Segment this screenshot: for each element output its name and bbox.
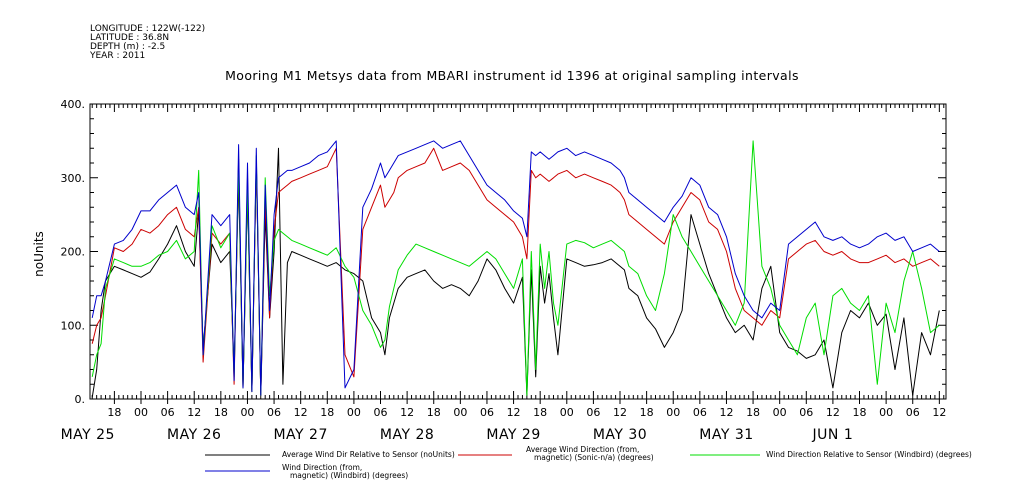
- x-hour-label: 12: [719, 406, 733, 419]
- x-hour-label: 18: [320, 406, 334, 419]
- x-day-label: MAY 25: [61, 427, 115, 443]
- longitude-label: LONGITUDE : 122W(-122): [90, 24, 205, 34]
- legend-label-2: Average Wind Direction (from,: [526, 445, 639, 454]
- legend-label-4-line2: magnetic) (Windbird) (degrees): [290, 471, 408, 480]
- x-hour-label: 18: [853, 406, 867, 419]
- depth-label: DEPTH (m) : -2.5: [90, 42, 165, 52]
- x-hour-label: 12: [400, 406, 414, 419]
- x-hour-label: 12: [613, 406, 627, 419]
- x-hour-label: 00: [773, 406, 787, 419]
- x-hour-label: 06: [799, 406, 813, 419]
- x-hour-label: 12: [294, 406, 308, 419]
- x-hour-label: 00: [347, 406, 361, 419]
- x-hour-label: 00: [134, 406, 148, 419]
- axis-ticks: [90, 103, 946, 404]
- x-day-label: MAY 28: [380, 427, 434, 443]
- x-day-label: MAY 29: [486, 427, 540, 443]
- legend-label-2-line2: magnetic) (Sonic-n/a) (degrees): [534, 453, 654, 462]
- x-day-label: JUN 1: [812, 427, 854, 443]
- plot-frame: [89, 103, 947, 400]
- series-lines: [91, 140, 940, 398]
- x-day-labels: MAY 25 MAY 26 MAY 27 MAY 28 MAY 29 MAY 30 MAY …: [61, 427, 854, 443]
- x-hour-label: 06: [480, 406, 494, 419]
- x-hour-label: 18: [107, 406, 121, 419]
- x-hour-label: 12: [826, 406, 840, 419]
- y-axis-label: noUnits: [32, 231, 46, 277]
- series-line-4: [91, 140, 940, 396]
- x-hour-label: 18: [533, 406, 547, 419]
- x-hour-label: 18: [427, 406, 441, 419]
- y-tick-label: 300.: [61, 172, 86, 185]
- x-hour-label: 18: [640, 406, 654, 419]
- x-day-label: MAY 26: [167, 427, 221, 443]
- legend-label-3: Wind Direction Relative to Sensor (Windb…: [766, 450, 972, 459]
- x-hour-label: 06: [161, 406, 175, 419]
- legend: Average Wind Dir Relative to Sensor (noU…: [205, 445, 972, 480]
- x-hour-label: 12: [932, 406, 946, 419]
- chart-title: Mooring M1 Metsys data from MBARI instru…: [225, 68, 799, 83]
- y-tick-label: 0.: [75, 393, 86, 406]
- x-hour-label: 00: [879, 406, 893, 419]
- x-hour-label: 12: [187, 406, 201, 419]
- latitude-label: LATITUDE : 36.8N: [90, 33, 169, 43]
- series-line-3: [91, 140, 940, 396]
- x-hour-label: 06: [693, 406, 707, 419]
- series-line-1: [91, 147, 940, 398]
- x-day-label: MAY 30: [593, 427, 647, 443]
- x-hour-label: 00: [560, 406, 574, 419]
- x-hour-label: 06: [586, 406, 600, 419]
- metadata-block: LONGITUDE : 122W(-122) LATITUDE : 36.8N …: [89, 24, 205, 61]
- x-hour-label: 06: [267, 406, 281, 419]
- x-day-label: MAY 27: [273, 427, 327, 443]
- y-tick-label: 200.: [61, 246, 86, 259]
- y-tick-label: 400.: [61, 98, 86, 111]
- x-hour-label: 00: [240, 406, 254, 419]
- year-label: YEAR : 2011: [89, 51, 145, 61]
- y-tick-labels: 0. 100. 200. 300. 400.: [61, 98, 86, 406]
- x-hour-label: 00: [453, 406, 467, 419]
- x-hour-label: 18: [746, 406, 760, 419]
- x-hour-label: 00: [666, 406, 680, 419]
- legend-label-4: Wind Direction (from,: [282, 463, 362, 472]
- x-hour-label: 06: [906, 406, 920, 419]
- x-hour-label: 18: [214, 406, 228, 419]
- series-line-2: [91, 147, 940, 396]
- x-hour-label: 12: [507, 406, 521, 419]
- x-hour-labels: 18 00 06 12 18 00 06 12 18 00 06 12 18 00 06 12 18 00 06 12…: [107, 406, 946, 419]
- legend-label-1: Average Wind Dir Relative to Sensor (noU…: [282, 450, 455, 459]
- x-day-label: MAY 31: [699, 427, 753, 443]
- y-tick-label: 100.: [61, 319, 86, 332]
- x-hour-label: 06: [374, 406, 388, 419]
